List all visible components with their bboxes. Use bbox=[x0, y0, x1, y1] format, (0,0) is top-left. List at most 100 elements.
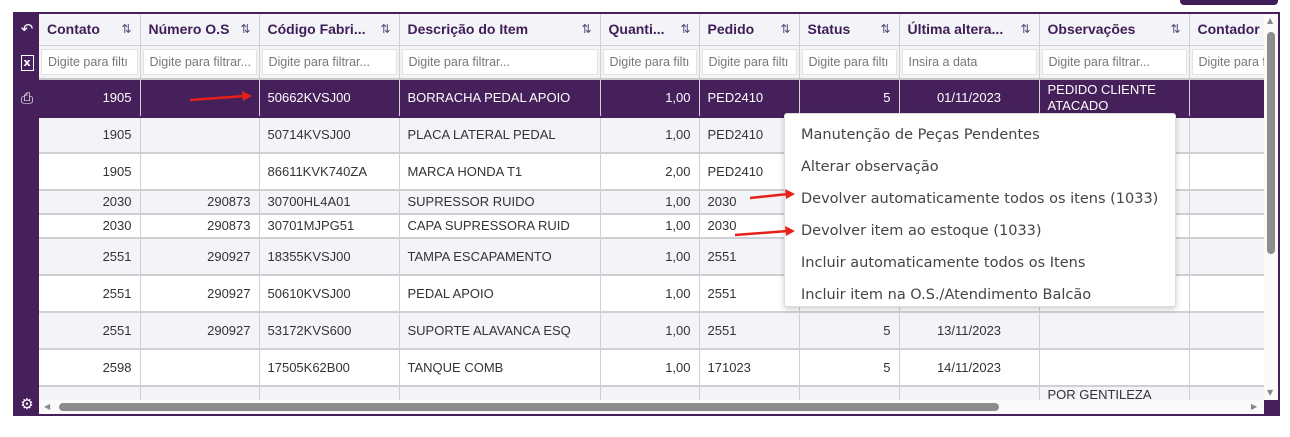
context-menu-item[interactable]: Incluir item na O.S./Atendimento Balcão bbox=[801, 287, 1092, 303]
cell-3: MARCA HONDA T1 bbox=[399, 152, 601, 191]
cell-2: 50662KVSJ00 bbox=[259, 78, 400, 118]
column-header[interactable]: Status ⇅ bbox=[799, 14, 900, 45]
cell-5: 2551 bbox=[699, 237, 800, 276]
cell-0: 2551 bbox=[39, 274, 141, 313]
column-header-label: Última altera... bbox=[907, 21, 1004, 38]
column-filter-input[interactable]: Digite para filtı bbox=[602, 48, 697, 75]
column-header-label: Observações bbox=[1047, 21, 1136, 38]
cell-5: 2030 bbox=[699, 189, 800, 215]
cell-4: 1,00 bbox=[600, 237, 700, 276]
cell-1 bbox=[140, 348, 260, 387]
context-menu-item[interactable]: Alterar observação bbox=[801, 159, 939, 175]
column-header[interactable]: Descrição do Item ⇅ bbox=[399, 14, 601, 45]
cell-4: 1,00 bbox=[600, 78, 700, 118]
cell-9 bbox=[1189, 116, 1264, 154]
cell-5: 2551 bbox=[699, 311, 800, 350]
cell-3: CAPA SUPRESSORA RUID bbox=[399, 213, 601, 239]
sort-arrows-icon[interactable]: ⇅ bbox=[240, 22, 251, 36]
column-header-label: Status bbox=[807, 21, 851, 38]
cell-0: 1905 bbox=[39, 152, 141, 191]
excel-export-icon[interactable]: x bbox=[18, 54, 36, 72]
sort-arrows-icon[interactable]: ⇅ bbox=[680, 22, 691, 36]
cell-9 bbox=[1189, 274, 1264, 313]
cell-4: 1,00 bbox=[600, 116, 700, 154]
sort-arrows-icon[interactable]: ⇅ bbox=[880, 22, 891, 36]
filter-cell: Digite para filtrar... bbox=[1039, 44, 1190, 80]
gear-icon[interactable]: ⚙ bbox=[20, 395, 34, 413]
cell-3: BORRACHA PEDAL APOIO bbox=[399, 78, 601, 118]
horizontal-scrollbar[interactable]: ◀ ▶ bbox=[39, 400, 1264, 414]
cell-3: TAMPA ESCAPAMENTO bbox=[399, 237, 601, 276]
cell-4: 1,00 bbox=[600, 311, 700, 350]
cell-5: PED2410 bbox=[699, 152, 800, 191]
cell-8 bbox=[1039, 311, 1190, 350]
column-header-label: Contador bbox=[1197, 21, 1260, 38]
context-menu-item[interactable]: Incluir automaticamente todos os Itens bbox=[801, 255, 1086, 271]
column-filter-input[interactable]: Digite para filtrar... bbox=[142, 48, 257, 75]
sort-arrows-icon[interactable]: ⇅ bbox=[121, 22, 132, 36]
cell-0: 2030 bbox=[39, 189, 141, 215]
column-header[interactable]: Quanti... ⇅ bbox=[600, 14, 700, 45]
sort-arrows-icon[interactable]: ⇅ bbox=[1170, 22, 1181, 36]
undo-icon[interactable]: ↶ bbox=[20, 20, 34, 38]
cell-0: 1905 bbox=[39, 116, 141, 154]
column-header[interactable]: Código Fabri... ⇅ bbox=[259, 14, 400, 45]
filter-cell: Digite para filtrar... bbox=[1189, 44, 1264, 80]
vertical-scrollbar[interactable]: ▲ ▼ bbox=[1264, 14, 1278, 400]
scrollbar-thumb[interactable] bbox=[59, 403, 999, 411]
scrollbar-thumb[interactable] bbox=[1267, 32, 1275, 254]
column-filter-input[interactable]: Digite para filtrar... bbox=[1191, 48, 1264, 75]
context-menu: Manutenção de Peças Pendentes Alterar obs… bbox=[784, 113, 1176, 307]
annotation-arrow bbox=[734, 229, 789, 237]
context-menu-item[interactable]: Devolver item ao estoque (1033) bbox=[801, 223, 1042, 239]
print-icon[interactable]: ⎙ bbox=[20, 89, 33, 107]
column-filter-input[interactable]: Digite para filtı bbox=[701, 48, 797, 75]
cell-7: 14/11/2023 bbox=[899, 348, 1040, 387]
filter-cell: Digite para filtı bbox=[799, 44, 900, 80]
cell-1: 290873 bbox=[140, 189, 260, 215]
context-menu-item[interactable]: Manutenção de Peças Pendentes bbox=[801, 127, 1040, 143]
cell-4: 1,00 bbox=[600, 274, 700, 313]
cell-9 bbox=[1189, 237, 1264, 276]
cell-3: PEDAL APOIO bbox=[399, 274, 601, 313]
table-row[interactable]: POR GENTILEZA bbox=[39, 385, 1264, 400]
top-action-button[interactable] bbox=[1180, 0, 1278, 5]
column-header[interactable]: Última altera... ⇅ bbox=[899, 14, 1040, 45]
context-menu-item[interactable]: Devolver automaticamente todos os itens … bbox=[801, 191, 1159, 207]
filter-cell: Digite para filtrar... bbox=[259, 44, 400, 80]
column-header[interactable]: Contador⇅ bbox=[1189, 14, 1264, 45]
cell-0: 1905 bbox=[39, 78, 141, 118]
annotation-arrow bbox=[749, 192, 789, 200]
cell-9 bbox=[1189, 311, 1264, 350]
cell-9 bbox=[1189, 348, 1264, 387]
cell-6: 5 bbox=[799, 78, 900, 118]
column-filter-input[interactable]: Digite para filtı bbox=[41, 48, 138, 75]
table-row[interactable]: 1905 50662KVSJ00 BORRACHA PEDAL APOIO 1,00 P… bbox=[39, 78, 1264, 118]
cell-1 bbox=[140, 152, 260, 191]
cell-0: 2598 bbox=[39, 348, 141, 387]
column-header-label: Quanti... bbox=[608, 21, 665, 38]
cell-2: 53172KVS600 bbox=[259, 311, 400, 350]
column-header[interactable]: Número O.S ⇅ bbox=[140, 14, 260, 45]
cell-2: 50610KVSJ00 bbox=[259, 274, 400, 313]
column-header[interactable]: Contato ⇅ bbox=[39, 14, 141, 45]
cell-1 bbox=[140, 116, 260, 154]
sort-arrows-icon[interactable]: ⇅ bbox=[581, 22, 592, 36]
cell-9 bbox=[1189, 189, 1264, 215]
column-filter-input[interactable]: Digite para filtrar... bbox=[261, 48, 397, 75]
column-header[interactable]: Pedido ⇅ bbox=[699, 14, 800, 45]
column-header[interactable]: Observações ⇅ bbox=[1039, 14, 1190, 45]
table-row[interactable]: 2551 290927 53172KVS600 SUPORTE ALAVANCA ES… bbox=[39, 311, 1264, 350]
column-filter-input[interactable]: Digite para filtrar... bbox=[1041, 48, 1187, 75]
sort-arrows-icon[interactable]: ⇅ bbox=[1020, 22, 1031, 36]
column-filter-input[interactable]: Digite para filtı bbox=[801, 48, 897, 75]
cell-4: 1,00 bbox=[600, 213, 700, 239]
cell-2: 30701MJPG51 bbox=[259, 213, 400, 239]
sort-arrows-icon[interactable]: ⇅ bbox=[780, 22, 791, 36]
column-filter-input[interactable]: Insira a data bbox=[901, 48, 1037, 75]
sort-arrows-icon[interactable]: ⇅ bbox=[380, 22, 391, 36]
column-filter-input[interactable]: Digite para filtrar... bbox=[401, 48, 598, 75]
table-row[interactable]: 2598 17505K62B00 TANQUE COMB 1,00 171023 5 14/… bbox=[39, 348, 1264, 387]
cell-3: TANQUE COMB bbox=[399, 348, 601, 387]
